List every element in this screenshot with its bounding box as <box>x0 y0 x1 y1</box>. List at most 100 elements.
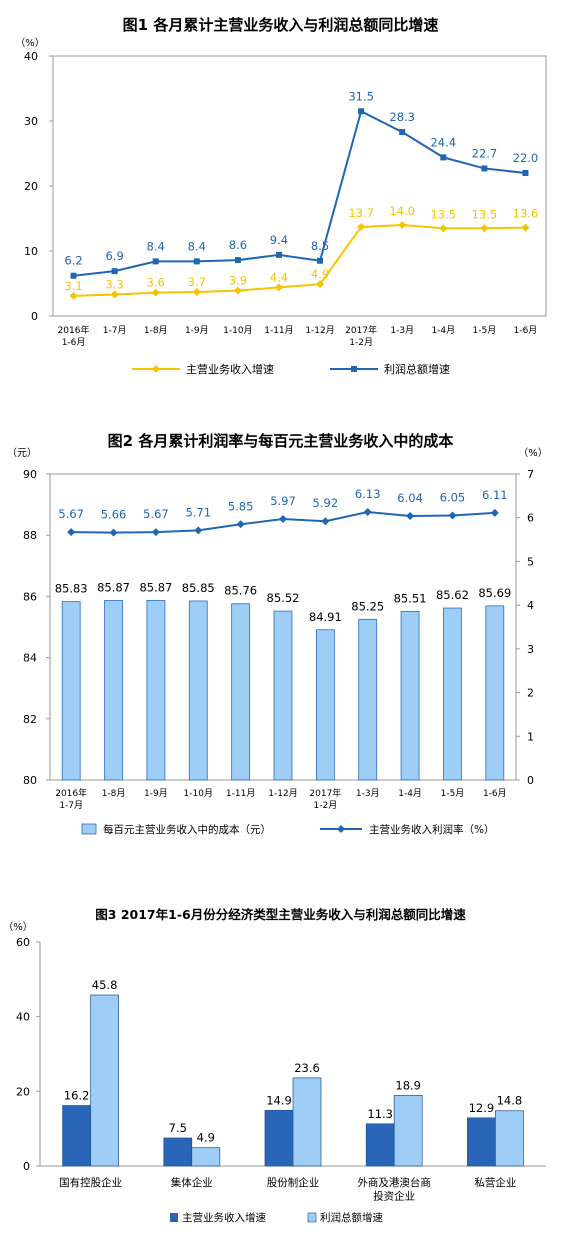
chart-1: 图1 各月累计主营业务收入与利润总额同比增速 （%） 0 10 20 30 40 2016年… <box>0 0 561 400</box>
bar-label: 85.87 <box>97 580 130 594</box>
chart-3: 图3 2017年1-6月份分经济类型主营业务收入与利润总额同比增速 （%） 0 20… <box>0 888 561 1234</box>
x-tick-label: 1-6月 <box>62 337 86 348</box>
y-axis-unit: （%） <box>3 921 33 933</box>
x-tick-label: 1-7月 <box>103 325 127 336</box>
data-label: 3.7 <box>188 275 206 289</box>
x-tick-label: 1-10月 <box>223 325 252 336</box>
data-label: 6.04 <box>397 491 423 505</box>
y-right-tick-label: 6 <box>527 512 534 525</box>
legend-label: 每百元主营业务收入中的成本（元） <box>103 823 271 836</box>
data-point <box>151 528 160 537</box>
bar-label: 11.3 <box>367 1107 393 1121</box>
data-label: 24.4 <box>430 135 456 149</box>
data-label: 5.67 <box>143 507 169 521</box>
legend-label: 主营业务收入增速 <box>186 362 274 376</box>
legend-swatch <box>170 1213 178 1222</box>
y-right-tick-label: 0 <box>527 774 534 787</box>
y-right-tick-label: 5 <box>527 555 534 568</box>
x-tick-label: 1-11月 <box>226 788 255 799</box>
y-left-tick-label: 84 <box>23 652 37 665</box>
x-tick-label: 1-9月 <box>185 325 209 336</box>
plot-frame <box>52 55 547 317</box>
data-point <box>399 129 406 136</box>
data-label: 22.0 <box>513 151 539 165</box>
series-line <box>73 109 526 277</box>
data-label: 5.66 <box>101 508 127 522</box>
y-right-tick-label: 1 <box>527 730 534 743</box>
legend-marker <box>152 365 160 373</box>
data-label: 8.4 <box>188 239 206 253</box>
data-label: 31.5 <box>348 89 374 103</box>
bar <box>61 601 81 781</box>
x-tick-label: 1-6月 <box>483 788 507 799</box>
data-label: 6.05 <box>440 491 466 505</box>
x-tick-label: 1-8月 <box>102 788 126 799</box>
bar <box>467 1117 496 1167</box>
data-label: 13.7 <box>348 206 374 220</box>
data-point <box>357 222 366 231</box>
x-tick-label: 1-9月 <box>144 788 168 799</box>
legend-label: 主营业务收入增速 <box>182 1211 266 1224</box>
bar <box>485 605 505 781</box>
data-point <box>152 258 159 265</box>
data-label: 5.85 <box>228 499 254 513</box>
data-label: 22.7 <box>472 146 498 160</box>
x-tick-label: 1-4月 <box>431 325 455 336</box>
data-label: 5.67 <box>58 507 84 521</box>
x-tick-label: 1-11月 <box>264 325 293 336</box>
data-point <box>233 286 242 295</box>
data-point <box>151 288 160 297</box>
data-point <box>69 291 78 300</box>
data-label: 3.1 <box>64 279 82 293</box>
x-tick-label: 集体企业 <box>171 1176 213 1189</box>
data-point <box>193 258 200 265</box>
data-point <box>111 268 118 275</box>
data-label: 8.5 <box>311 239 329 253</box>
x-tick-label: 1-12月 <box>305 325 334 336</box>
bar <box>62 1105 91 1167</box>
y-left-tick-label: 80 <box>23 774 37 787</box>
data-label: 8.4 <box>147 239 165 253</box>
y-right-tick-label: 2 <box>527 687 534 700</box>
data-label: 3.3 <box>105 278 123 292</box>
series-line <box>73 223 526 297</box>
data-point <box>363 508 372 517</box>
bar <box>163 1137 193 1167</box>
x-tick-label: 2016年 <box>55 787 87 799</box>
legend-label: 利润总额增速 <box>320 1211 383 1224</box>
bar <box>393 1095 423 1167</box>
bar-label: 85.87 <box>139 580 172 594</box>
bar <box>495 1110 524 1167</box>
data-point <box>398 221 407 229</box>
legend-label: 利润总额增速 <box>384 362 450 376</box>
bar-label: 14.8 <box>497 1094 523 1108</box>
y-left-tick-label: 86 <box>23 590 37 603</box>
bar-label: 16.2 <box>64 1089 90 1103</box>
data-point <box>440 154 447 161</box>
data-label: 4.4 <box>270 270 288 284</box>
bar-label: 85.76 <box>224 584 257 598</box>
bar <box>292 1077 322 1167</box>
bar <box>315 629 335 781</box>
data-point <box>192 287 201 296</box>
y-tick-label: 20 <box>16 1085 30 1098</box>
bar-label: 14.9 <box>266 1093 292 1107</box>
bar <box>104 599 123 781</box>
bar <box>146 599 166 781</box>
bar-label: 84.91 <box>309 610 342 624</box>
chart-1-title: 图1 各月累计主营业务收入与利润总额同比增速 <box>122 16 439 34</box>
data-point <box>480 224 489 233</box>
x-tick-label: 1-4月 <box>398 788 422 799</box>
data-point <box>274 283 283 292</box>
data-point <box>321 517 330 526</box>
data-label: 9.4 <box>270 233 288 247</box>
y-tick-label: 20 <box>24 180 38 193</box>
data-point <box>194 526 203 535</box>
x-tick-label: 1-5月 <box>473 325 497 336</box>
bar <box>400 610 420 781</box>
data-point <box>439 224 448 233</box>
data-point <box>481 165 488 172</box>
y-axis-unit: （%） <box>15 37 45 49</box>
